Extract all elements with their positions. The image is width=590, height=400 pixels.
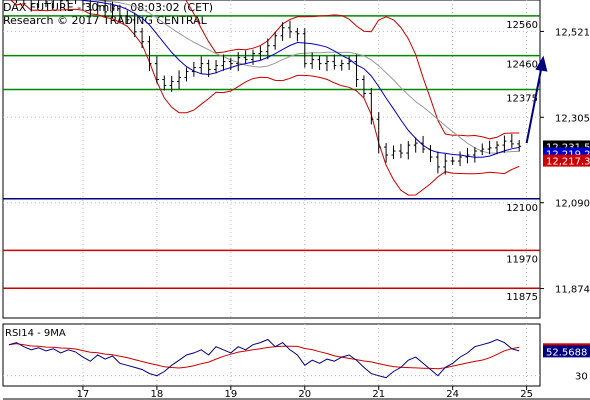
x-tick-label: 18 — [151, 389, 164, 400]
x-tick-label: 20 — [298, 389, 311, 400]
price-badge — [543, 154, 590, 167]
level-label: 12375 — [506, 93, 538, 104]
rsi-badge-label: 52.5688 — [546, 347, 587, 358]
x-tick-label: 17 — [77, 389, 90, 400]
rsi-line — [8, 338, 520, 379]
y-tick-label: 12,090 — [555, 199, 590, 210]
x-tick-label: 19 — [224, 389, 237, 400]
y-tick-label: 11,874 — [555, 285, 590, 296]
main-panel-frame — [2, 0, 541, 319]
bollinger-upper — [185, 0, 520, 140]
rsi-title: RSI14 - 9MA — [5, 328, 66, 339]
level-label: 12100 — [506, 203, 538, 214]
y-tick-label: 12,521 — [555, 27, 590, 38]
chart-title: DAX FUTURE - 30min - 08:03:02 (CET) — [3, 1, 214, 14]
rsi-ma-line — [8, 343, 520, 370]
x-tick-label: 24 — [446, 389, 459, 400]
level-label: 11970 — [506, 254, 538, 265]
level-label: 12560 — [506, 20, 538, 31]
rsi-tick-label: 30 — [575, 372, 588, 383]
y-tick-label: 12,305 — [555, 113, 590, 124]
bollinger-lower — [9, 0, 520, 196]
forecast-arrow-head — [535, 55, 548, 72]
ma-fast-line — [76, 0, 520, 158]
x-tick-label: 25 — [520, 389, 533, 400]
ma-slow-line — [85, 0, 520, 154]
x-tick-label: 21 — [372, 389, 385, 400]
rsi-badge — [543, 345, 590, 358]
forecast-arrow — [525, 67, 543, 144]
rsi-panel-frame — [2, 323, 541, 387]
level-label: 12460 — [506, 60, 538, 71]
level-label: 11875 — [506, 292, 538, 303]
price-badge-label: 12,217.3 — [546, 157, 590, 168]
